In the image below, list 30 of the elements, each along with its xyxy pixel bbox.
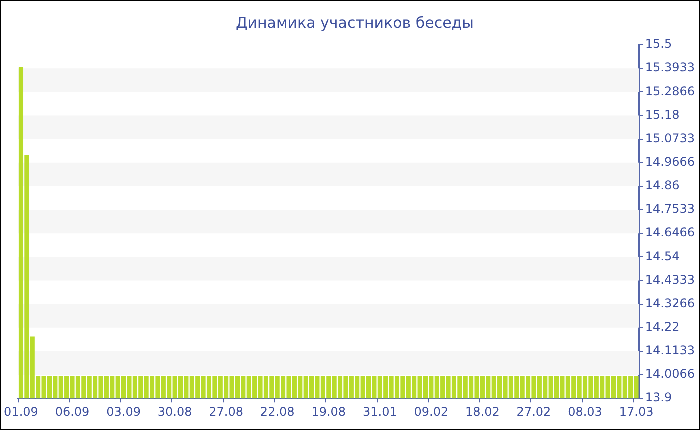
y-tick-label: 15.5 (645, 37, 672, 52)
y-tick-label: 14.3266 (645, 296, 695, 310)
y-tick-label: 14.0066 (645, 367, 695, 382)
y-tick-label: 15.2866 (645, 84, 695, 98)
y-tick-label: 13.9 (645, 390, 672, 405)
x-tick-label: 18.02 (466, 404, 500, 419)
y-tick-label: 14.22 (645, 320, 680, 334)
x-tick-label: 27.02 (516, 404, 552, 419)
x-tick-label: 17.03 (619, 404, 654, 419)
y-tick-label: 14.1133 (645, 344, 695, 358)
y-tick-label: 15.3933 (645, 60, 695, 75)
chart-title: Динамика участников беседы (236, 14, 474, 32)
y-tick-label: 15.18 (645, 108, 680, 122)
y-tick-label: 14.54 (645, 249, 680, 264)
x-tick-label: 08.03 (568, 404, 602, 419)
y-tick-label: 15.0733 (645, 131, 695, 146)
x-tick-label: 09.02 (414, 404, 449, 419)
y-tick-label: 14.9666 (645, 155, 695, 170)
x-tick-label: 06.09 (55, 404, 90, 419)
y-tick-label: 14.7533 (645, 202, 695, 216)
x-tick-label: 31.01 (362, 404, 398, 419)
x-tick-label: 01.09 (4, 404, 38, 419)
x-tick-label: 30.08 (158, 404, 192, 419)
x-tick-label: 27.08 (209, 404, 244, 419)
y-tick-label: 14.4333 (645, 272, 695, 287)
x-tick-label: 22.08 (260, 404, 295, 419)
y-tick-label: 14.6466 (645, 226, 695, 240)
y-tick-label: 14.86 (645, 178, 680, 193)
x-tick-label: 19.08 (312, 404, 346, 419)
x-tick-label: 03.09 (106, 404, 141, 419)
